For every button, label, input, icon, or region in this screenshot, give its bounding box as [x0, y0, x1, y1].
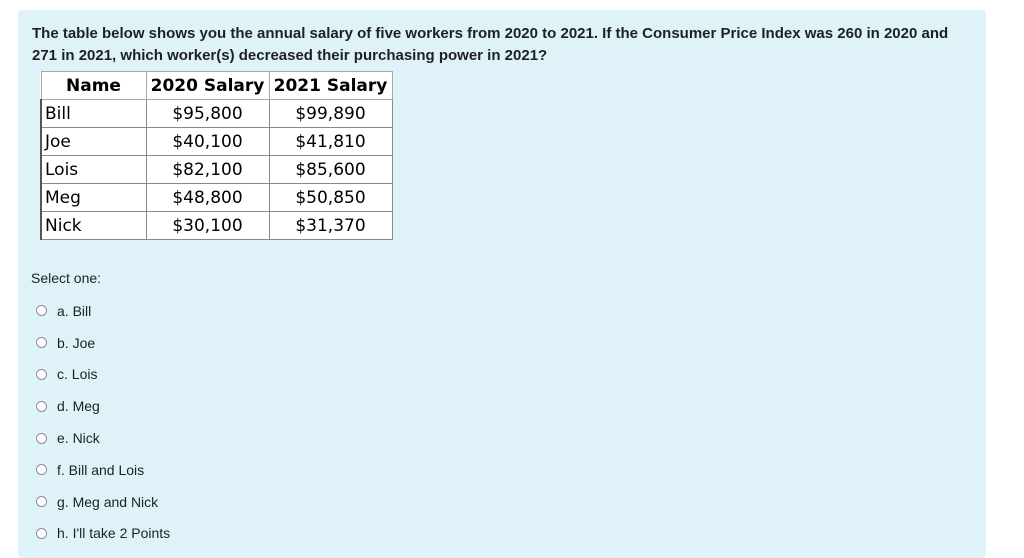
table-header-row: Name 2020 Salary 2021 Salary [40, 71, 393, 100]
salary-table: Name 2020 Salary 2021 Salary Bill $95,80… [40, 71, 393, 240]
option-label[interactable]: e. Nick [57, 430, 100, 447]
radio-button-icon[interactable] [36, 368, 47, 380]
column-header-name: Name [40, 71, 147, 100]
radio-button-icon[interactable] [36, 464, 47, 476]
option-d[interactable]: d. Meg [36, 390, 170, 422]
option-h[interactable]: h. I'll take 2 Points [36, 518, 170, 550]
table-row: Meg $48,800 $50,850 [40, 183, 393, 212]
option-a[interactable]: a. Bill [36, 295, 170, 327]
column-header-2021-salary: 2021 Salary [268, 71, 393, 100]
cell-name: Meg [40, 183, 147, 212]
option-b[interactable]: b. Joe [36, 327, 170, 359]
option-label[interactable]: h. I'll take 2 Points [57, 525, 171, 542]
table-row: Lois $82,100 $85,600 [40, 155, 393, 184]
radio-button-icon[interactable] [36, 400, 47, 412]
radio-button-icon[interactable] [36, 305, 47, 317]
option-f[interactable]: f. Bill and Lois [36, 454, 170, 486]
table-row: Bill $95,800 $99,890 [40, 99, 393, 128]
cell-name: Lois [40, 155, 147, 184]
option-label[interactable]: a. Bill [57, 302, 92, 319]
option-label[interactable]: c. Lois [57, 366, 98, 383]
question-text: The table below shows you the annual sal… [32, 25, 949, 64]
option-g[interactable]: g. Meg and Nick [36, 486, 170, 518]
cell-name: Nick [40, 211, 147, 240]
table-row: Joe $40,100 $41,810 [40, 127, 393, 156]
answer-options: a. Bill b. Joe c. Lois d. Meg e. Nick f.… [36, 295, 170, 549]
cell-name: Bill [40, 99, 147, 128]
option-label[interactable]: f. Bill and Lois [57, 461, 145, 478]
option-label[interactable]: b. Joe [57, 334, 96, 351]
cell-2020-salary: $30,100 [145, 211, 270, 240]
cell-2021-salary: $99,890 [268, 99, 393, 128]
option-label[interactable]: g. Meg and Nick [57, 493, 159, 510]
table-row: Nick $30,100 $31,370 [40, 211, 393, 240]
cell-2020-salary: $48,800 [145, 183, 270, 212]
cell-2020-salary: $82,100 [145, 155, 270, 184]
cell-2021-salary: $41,810 [268, 127, 393, 156]
radio-button-icon[interactable] [36, 527, 47, 539]
select-one-label: Select one: [31, 270, 102, 286]
option-c[interactable]: c. Lois [36, 359, 170, 391]
radio-button-icon[interactable] [36, 337, 47, 349]
cell-2020-salary: $40,100 [145, 127, 270, 156]
option-e[interactable]: e. Nick [36, 422, 170, 454]
cell-2021-salary: $85,600 [268, 155, 393, 184]
column-header-2020-salary: 2020 Salary [145, 71, 270, 100]
cell-2021-salary: $50,850 [268, 183, 393, 212]
question-panel: The table below shows you the annual sal… [18, 10, 986, 558]
cell-2021-salary: $31,370 [268, 211, 393, 240]
cell-name: Joe [40, 127, 147, 156]
radio-button-icon[interactable] [36, 432, 47, 444]
radio-button-icon[interactable] [36, 496, 47, 508]
option-label[interactable]: d. Meg [57, 398, 100, 415]
cell-2020-salary: $95,800 [145, 99, 270, 128]
